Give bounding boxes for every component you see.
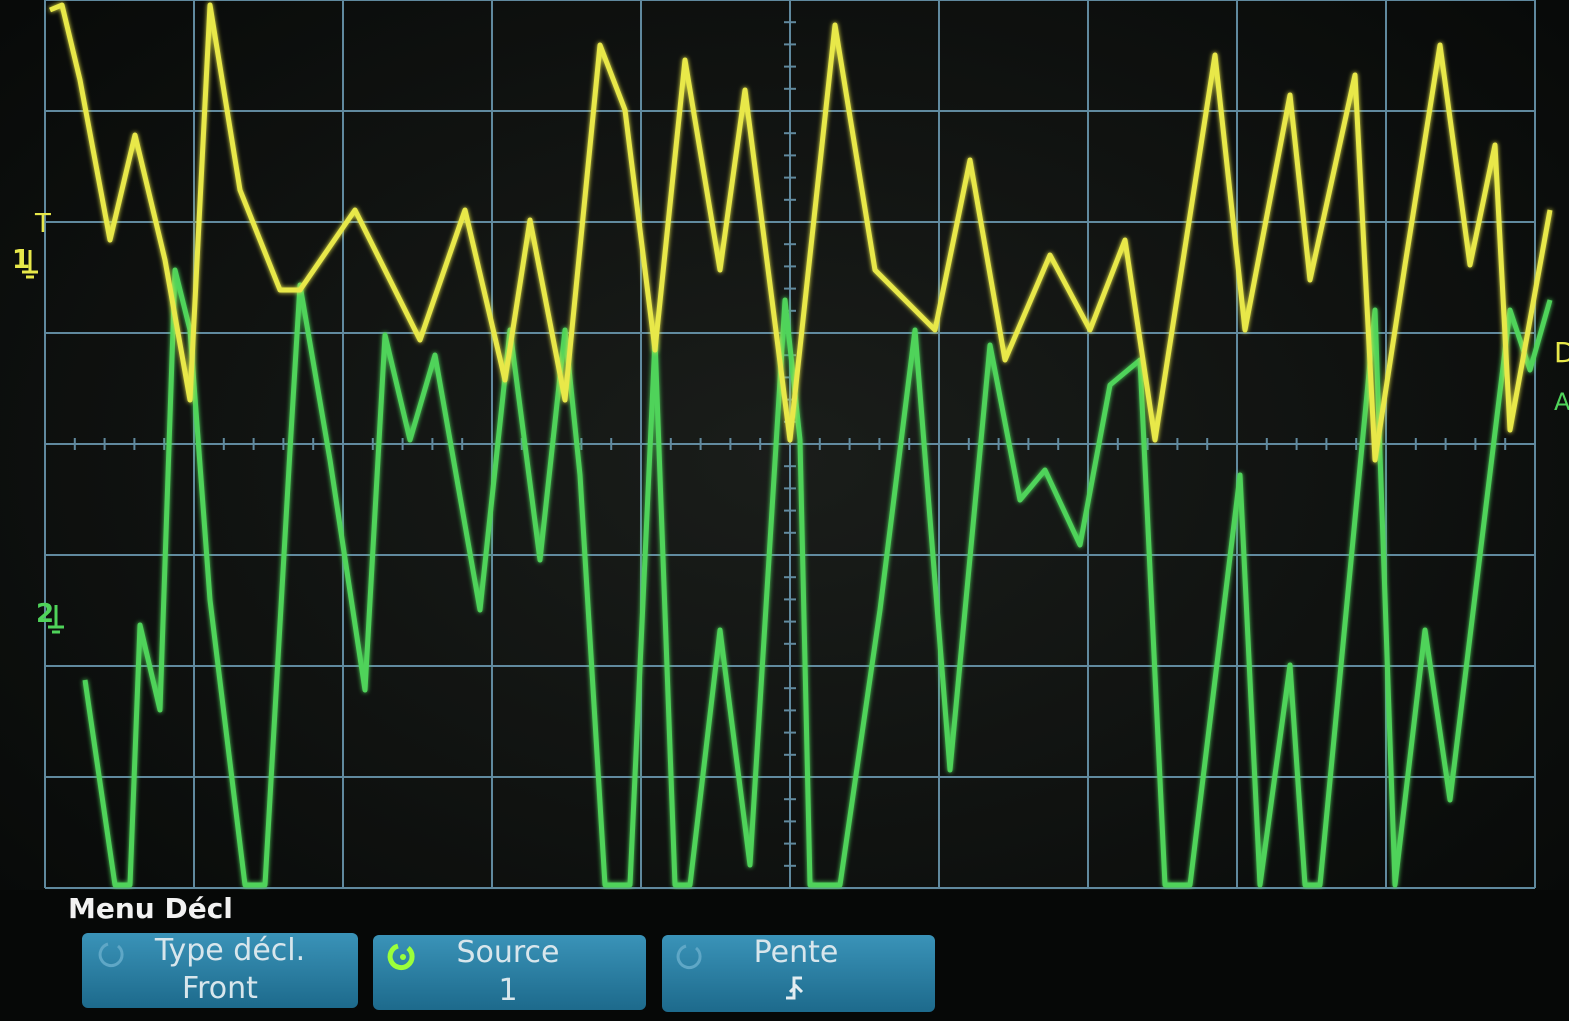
knob-icon [98,942,124,968]
softkey-value: Front [182,971,258,1006]
trigger-marker: T [34,209,51,239]
rising-edge-icon [786,976,804,1000]
softkey-label: Pente [754,935,839,970]
knob-icon [400,954,406,960]
ground-icon [22,250,38,279]
ground-icon [48,605,64,634]
softkey[interactable]: Type décl. Front [82,933,358,1008]
menu-title: Menu Décl [68,892,233,925]
channel-2-trace [82,267,1553,888]
softkey[interactable]: Pente [662,935,935,1012]
softkey-value: 1 [498,973,517,1008]
right-marker: D [1554,336,1569,369]
softkey-label: Type décl. [154,933,305,968]
knob-icon [387,943,415,971]
channel-1-marker: 1 [12,245,30,275]
softkey[interactable]: Source 1 [373,935,646,1010]
channel-2-marker: 2 [36,599,54,629]
knob-icon [676,944,702,970]
softkey-label: Source [456,935,559,970]
right-marker: A [1554,388,1569,416]
channel-1-trace [49,2,1553,463]
